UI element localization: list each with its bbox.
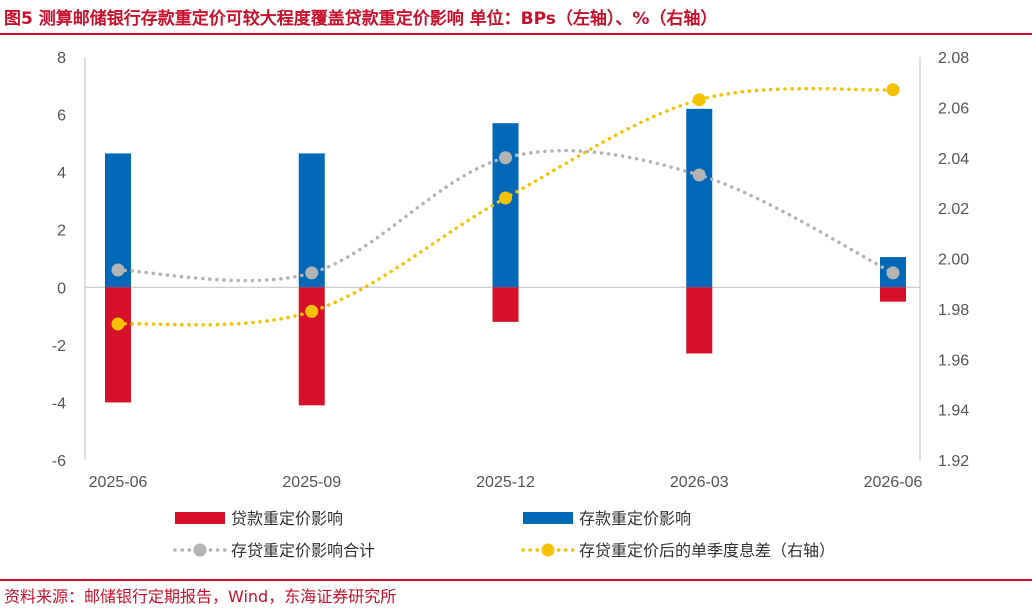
left-tick-label: 8 — [57, 50, 66, 67]
legend-spread-marker — [541, 543, 555, 557]
legend-spread-label: 存贷重定价后的单季度息差（右轴） — [579, 541, 835, 560]
loan-bar — [105, 287, 131, 403]
left-tick-label: 6 — [57, 108, 66, 125]
left-tick-label: -2 — [52, 338, 66, 355]
legend-total-marker — [193, 543, 207, 557]
source-divider — [0, 579, 1032, 581]
source-note: 资料来源：邮储银行定期报告，Wind，东海证券研究所 — [4, 587, 397, 606]
legend-deposit-label: 存款重定价影响 — [579, 509, 691, 528]
chart-axes: -6 -4 -2 0 2 4 6 8 1.92 1.94 1.96 1.98 2.00 2.02 2.04 2… — [52, 50, 969, 491]
deposit-bar — [492, 123, 519, 288]
spread-point — [886, 83, 900, 97]
total-impact-point — [886, 266, 900, 280]
legend-loan-swatch — [175, 512, 225, 524]
right-tick-label: 2.00 — [938, 252, 969, 269]
spread-point — [499, 191, 512, 205]
right-tick-label: 1.96 — [938, 352, 969, 369]
right-tick-label: 2.06 — [938, 100, 969, 117]
left-tick-label: 2 — [57, 223, 66, 240]
total-impact-point — [499, 151, 512, 165]
left-tick-label: -6 — [52, 453, 66, 470]
loan-bar — [686, 287, 713, 354]
left-tick-label: -4 — [52, 395, 66, 412]
deposit-bar — [686, 108, 713, 288]
spread-point — [305, 304, 319, 318]
chart-title: 图5 测算邮储银行存款重定价可较大程度覆盖贷款重定价影响 单位：BPs（左轴）、… — [4, 9, 718, 29]
legend-loan-label: 贷款重定价影响 — [231, 509, 343, 528]
loan-bar — [492, 287, 519, 322]
right-tick-label: 1.98 — [938, 302, 969, 319]
right-tick-label: 1.94 — [938, 403, 969, 420]
line-layer — [111, 83, 900, 331]
total-impact-point — [111, 263, 125, 277]
spread-point — [111, 317, 125, 331]
x-tick-label: 2026-03 — [670, 474, 729, 491]
legend-total-label: 存贷重定价影响合计 — [231, 541, 375, 560]
legend-deposit-swatch — [523, 512, 573, 524]
loan-bar — [880, 287, 906, 302]
x-tick-label: 2026-06 — [864, 474, 923, 491]
x-tick-label: 2025-12 — [476, 474, 535, 491]
deposit-bar — [298, 153, 325, 288]
right-tick-label: 2.02 — [938, 201, 969, 218]
left-tick-label: 4 — [57, 165, 66, 182]
right-tick-label: 2.08 — [938, 50, 969, 67]
combo-chart: -6 -4 -2 0 2 4 6 8 1.92 1.94 1.96 1.98 2.00 2.02 2.04 2… — [52, 50, 969, 560]
left-tick-label: 0 — [57, 280, 66, 297]
bar-layer — [105, 108, 906, 406]
total-impact-line — [116, 148, 895, 283]
x-tick-label: 2025-06 — [89, 474, 148, 491]
right-tick-label: 2.04 — [938, 151, 969, 168]
spread-point — [692, 93, 706, 107]
total-impact-point — [305, 266, 319, 280]
right-tick-label: 1.92 — [938, 453, 969, 470]
total-impact-point — [692, 168, 706, 182]
x-tick-label: 2025-09 — [282, 474, 341, 491]
title-divider — [0, 33, 1032, 35]
